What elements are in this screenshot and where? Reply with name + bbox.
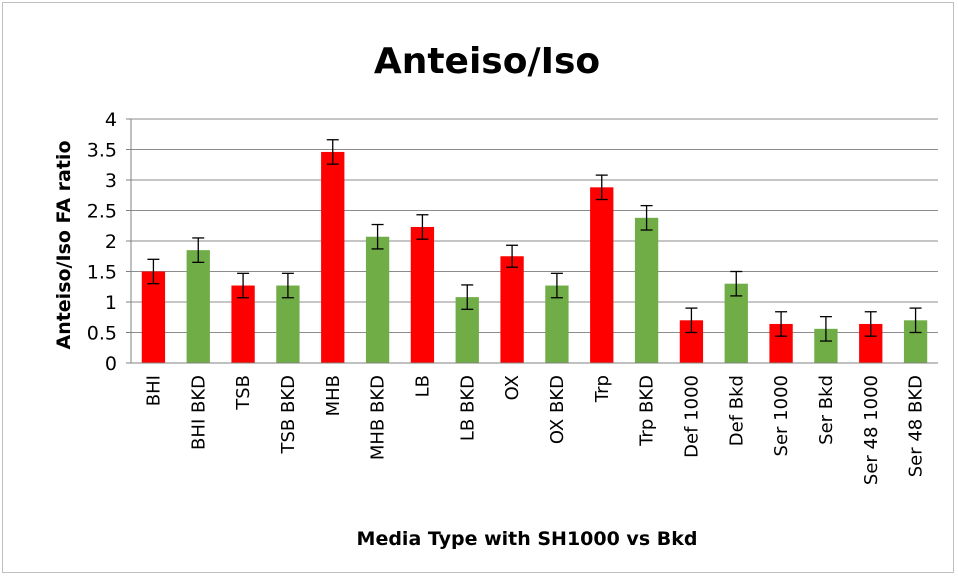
x-tick-label: OX BKD: [547, 375, 568, 444]
x-tick-label: Ser 1000: [771, 375, 792, 456]
bar: [590, 187, 614, 363]
y-tick-label: 2: [105, 231, 117, 253]
bar-chart: Anteiso/Iso 0 0.5 1 1.5 2 2.5 3 3.5 4 BHI BHI BKD…: [53, 41, 938, 550]
bar: [903, 320, 928, 363]
x-axis-labels: BHI BHI BKD TSB TSB BKD MHB MHB BKD LB LB BKD OX…: [143, 375, 926, 485]
x-tick-label: BHI BKD: [188, 375, 209, 450]
x-tick-label: TSB: [233, 375, 254, 411]
chart-title: Anteiso/Iso: [374, 41, 600, 82]
x-tick-label: LB: [412, 375, 433, 397]
bar: [724, 283, 748, 363]
bar: [186, 250, 210, 363]
x-tick-label: MHB BKD: [368, 375, 389, 460]
bar: [769, 323, 793, 363]
bar: [455, 297, 479, 363]
x-tick-label: Def 1000: [681, 375, 702, 458]
x-tick-label: Trp: [592, 375, 613, 403]
x-tick-label: Ser 48 BKD: [906, 375, 927, 477]
y-tick-label: 2.5: [87, 201, 117, 223]
y-tick-label: 1.5: [87, 262, 117, 284]
y-axis-ticks: 0 0.5 1 1.5 2 2.5 3 3.5 4: [87, 109, 131, 375]
x-tick-label: Trp BKD: [637, 375, 658, 447]
bar: [814, 328, 838, 363]
error-bars: [147, 139, 922, 342]
x-tick-label: OX: [502, 375, 523, 400]
bars: [141, 151, 928, 363]
bar: [859, 323, 883, 363]
x-tick-label: MHB: [323, 375, 344, 416]
bar: [545, 285, 569, 363]
bar: [321, 151, 345, 363]
y-tick-label: 1: [105, 292, 117, 314]
x-tick-label: Ser Bkd: [816, 375, 837, 445]
x-tick-label: Ser 48 1000: [861, 375, 882, 485]
bar: [410, 226, 435, 363]
x-axis-title: Media Type with SH1000 vs Bkd: [357, 528, 698, 550]
bar: [365, 236, 390, 363]
y-tick-label: 3.5: [87, 140, 117, 162]
x-tick-label: BHI: [143, 375, 164, 406]
x-tick-label: Def Bkd: [726, 375, 747, 446]
y-tick-label: 3: [105, 170, 117, 192]
bar: [634, 217, 659, 363]
x-tick-label: TSB BKD: [278, 375, 299, 455]
x-tick-label: LB BKD: [457, 375, 478, 441]
y-tick-label: 0: [105, 353, 117, 375]
bar: [231, 285, 255, 363]
bar: [141, 271, 166, 363]
bar: [276, 285, 300, 363]
y-axis-title: Anteiso/Iso FA ratio: [53, 140, 75, 349]
y-tick-label: 4: [105, 109, 117, 131]
y-tick-label: 0.5: [87, 323, 117, 345]
bar: [679, 320, 704, 363]
gridlines: [131, 118, 938, 333]
bar: [500, 256, 524, 363]
